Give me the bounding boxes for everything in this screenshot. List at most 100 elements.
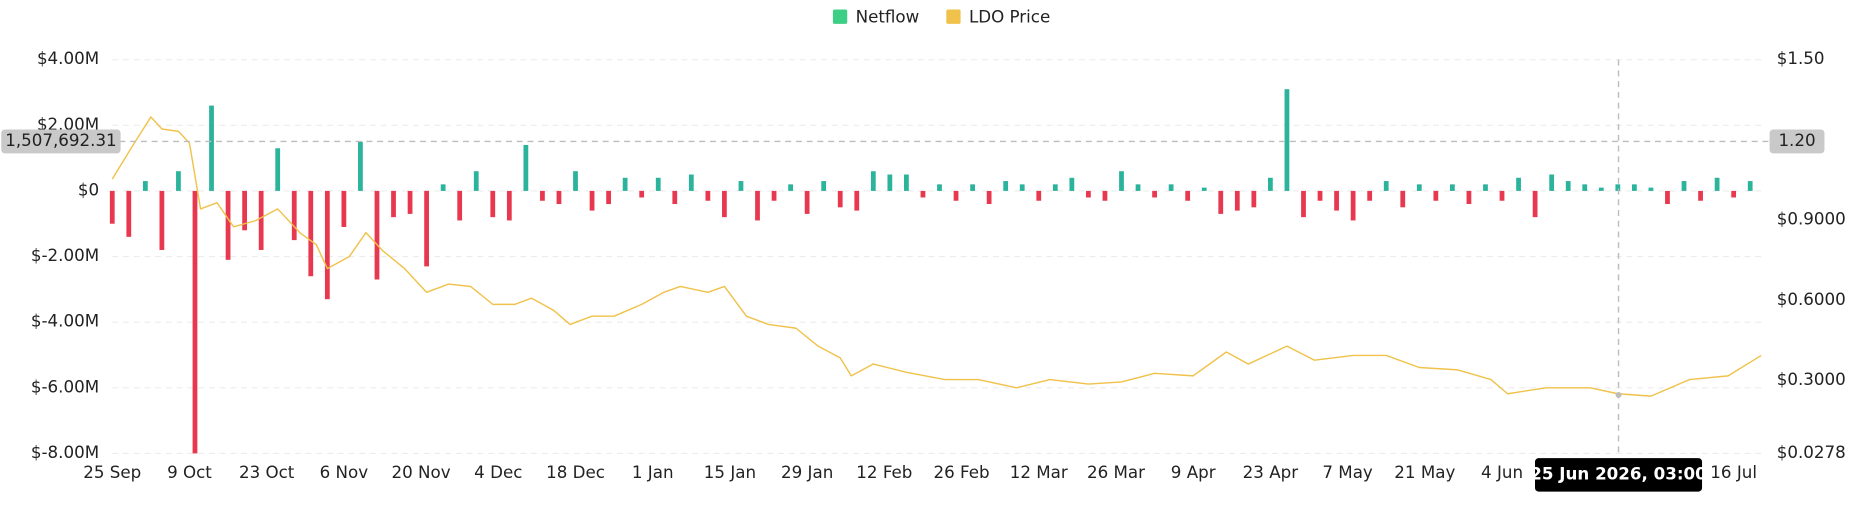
bar <box>1499 190 1505 201</box>
x-tick-label: 23 Oct <box>239 462 295 482</box>
y2-tick-label: $0.9000 <box>1777 209 1846 229</box>
bar <box>1565 181 1571 191</box>
bar <box>1615 184 1621 191</box>
bar <box>887 174 893 191</box>
bar <box>1036 190 1042 201</box>
bar <box>1731 190 1737 198</box>
bar <box>258 190 264 250</box>
bar <box>1168 184 1174 191</box>
bar <box>1334 190 1339 211</box>
bar <box>324 190 330 300</box>
bar <box>1201 187 1207 191</box>
bar <box>358 141 363 191</box>
bar <box>1549 174 1555 191</box>
legend-swatch <box>832 9 848 24</box>
y-tick-label: $-6.00M <box>31 376 99 396</box>
bar <box>771 190 777 201</box>
bar <box>1714 177 1720 191</box>
legend-label: LDO Price <box>969 6 1050 26</box>
bar <box>953 190 959 201</box>
bar <box>490 190 496 218</box>
x-tick-label: 15 Jan <box>704 462 756 482</box>
bar <box>821 181 827 191</box>
bar <box>1086 190 1091 198</box>
crosshair-y2-box <box>1769 129 1825 154</box>
bar <box>1052 184 1058 191</box>
bar <box>788 184 793 191</box>
bar <box>986 190 992 205</box>
bar <box>1747 181 1753 191</box>
bar <box>556 190 562 205</box>
bar <box>1367 190 1373 201</box>
bar <box>225 190 231 260</box>
bar <box>655 177 661 191</box>
crosshair-x-box <box>1535 458 1703 492</box>
bar <box>1135 184 1141 191</box>
bar <box>1400 190 1406 208</box>
bar <box>622 177 628 191</box>
x-tick-label: 4 Dec <box>474 462 522 482</box>
y-tick-label: $2.00M <box>37 114 99 134</box>
bar <box>440 184 446 191</box>
bar <box>473 171 479 191</box>
x-tick-label: 7 May <box>1322 462 1373 482</box>
crosshair-y-label: 1,507,692.31 <box>5 130 116 150</box>
x-tick-label: 21 May <box>1394 462 1455 482</box>
bar <box>1582 184 1588 191</box>
bar <box>1251 190 1257 208</box>
bar <box>722 190 727 218</box>
bar <box>1516 177 1521 191</box>
bar <box>1681 181 1687 191</box>
bar <box>126 190 132 237</box>
bar <box>1301 190 1306 218</box>
bar <box>1102 190 1108 201</box>
bar <box>341 190 347 228</box>
x-tick-label: 18 Dec <box>546 462 605 482</box>
y-tick-label: $-4.00M <box>31 311 99 331</box>
y-tick-label: $4.00M <box>37 48 99 68</box>
bar <box>391 190 396 218</box>
bar <box>1003 181 1009 191</box>
bar <box>1119 171 1124 191</box>
bar <box>1665 190 1670 205</box>
y2-tick-label: $0.3000 <box>1777 369 1846 389</box>
crosshair-y-box <box>1 129 121 154</box>
x-tick-label: 1 Jan <box>632 462 674 482</box>
x-tick-label: 20 Nov <box>392 462 451 482</box>
legend-swatch <box>946 9 961 24</box>
bar <box>1433 190 1439 201</box>
bar <box>937 184 942 191</box>
crosshair-x-label: 25 Jun 2026, 03:00 <box>1530 463 1707 483</box>
bar <box>870 171 876 191</box>
bar <box>506 190 512 221</box>
bar <box>109 190 115 224</box>
bar <box>275 148 281 191</box>
x-tick-label: 12 Feb <box>856 462 912 482</box>
x-tick-label: 29 Jan <box>781 462 833 482</box>
bar <box>705 190 711 201</box>
bar <box>1598 187 1604 191</box>
bar <box>540 190 545 201</box>
bar <box>1631 184 1637 191</box>
bar <box>804 190 810 214</box>
y-tick-label: $-2.00M <box>31 245 99 265</box>
bar <box>688 174 694 191</box>
bar <box>1416 184 1422 191</box>
bar <box>639 190 645 198</box>
bar <box>1317 190 1323 201</box>
crosshair-point <box>1615 391 1622 398</box>
bar <box>606 190 611 205</box>
bar <box>192 190 198 454</box>
bar <box>589 190 595 211</box>
bar <box>672 190 678 205</box>
x-tick-label: 26 Feb <box>934 462 990 482</box>
bar <box>1698 190 1703 201</box>
bar <box>1019 184 1025 191</box>
bar <box>1532 190 1538 218</box>
bar <box>523 144 529 191</box>
y2-tick-label: $1.50 <box>1777 48 1825 68</box>
bar <box>1466 190 1472 205</box>
bar <box>738 181 744 191</box>
